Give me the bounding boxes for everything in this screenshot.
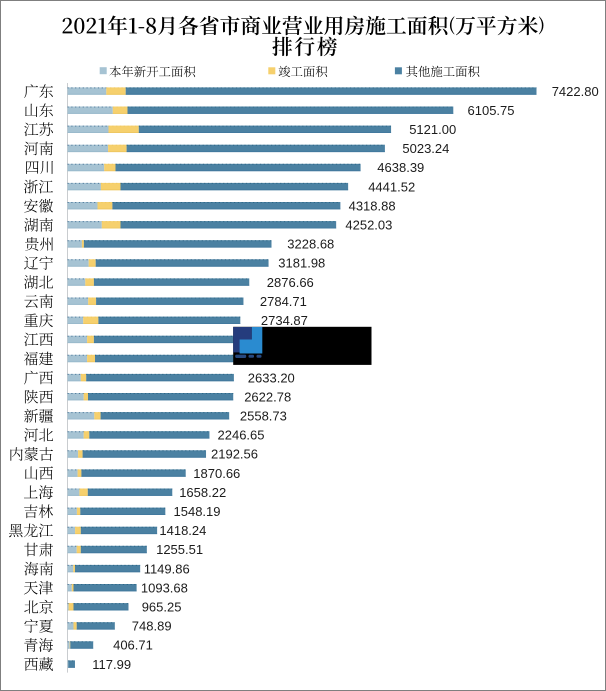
svg-text:117.99: 117.99 — [92, 657, 131, 672]
svg-text:5121.00: 5121.00 — [409, 122, 456, 137]
svg-text:748.89: 748.89 — [132, 619, 172, 634]
svg-text:2734.87: 2734.87 — [261, 313, 308, 328]
svg-text:1149.86: 1149.86 — [144, 561, 190, 576]
svg-text:2246.65: 2246.65 — [218, 428, 265, 443]
svg-text:4252.03: 4252.03 — [345, 218, 392, 233]
svg-text:2633.20: 2633.20 — [248, 370, 295, 385]
svg-text:965.25: 965.25 — [142, 600, 182, 615]
svg-text:2622.78: 2622.78 — [244, 389, 291, 404]
svg-text:4638.39: 4638.39 — [377, 160, 424, 175]
svg-text:3181.98: 3181.98 — [278, 256, 325, 271]
svg-text:2876.66: 2876.66 — [267, 275, 314, 290]
svg-text:6105.75: 6105.75 — [468, 103, 515, 118]
svg-text:3228.68: 3228.68 — [287, 237, 334, 252]
svg-text:2784.71: 2784.71 — [260, 294, 307, 309]
svg-text:2192.56: 2192.56 — [211, 447, 258, 462]
svg-text:4318.88: 4318.88 — [349, 198, 396, 213]
svg-text:4441.52: 4441.52 — [368, 179, 415, 194]
svg-text:1548.19: 1548.19 — [174, 504, 221, 519]
svg-text:406.71: 406.71 — [113, 638, 153, 653]
svg-text:1658.22: 1658.22 — [179, 485, 226, 500]
svg-text:1418.24: 1418.24 — [159, 523, 206, 538]
svg-text:2558.73: 2558.73 — [240, 409, 287, 424]
svg-text:1870.66: 1870.66 — [193, 466, 240, 481]
svg-text:1255.51: 1255.51 — [156, 542, 203, 557]
svg-text:5023.24: 5023.24 — [402, 141, 449, 156]
svg-text:1093.68: 1093.68 — [141, 580, 188, 595]
svg-text:7422.80: 7422.80 — [552, 84, 599, 99]
